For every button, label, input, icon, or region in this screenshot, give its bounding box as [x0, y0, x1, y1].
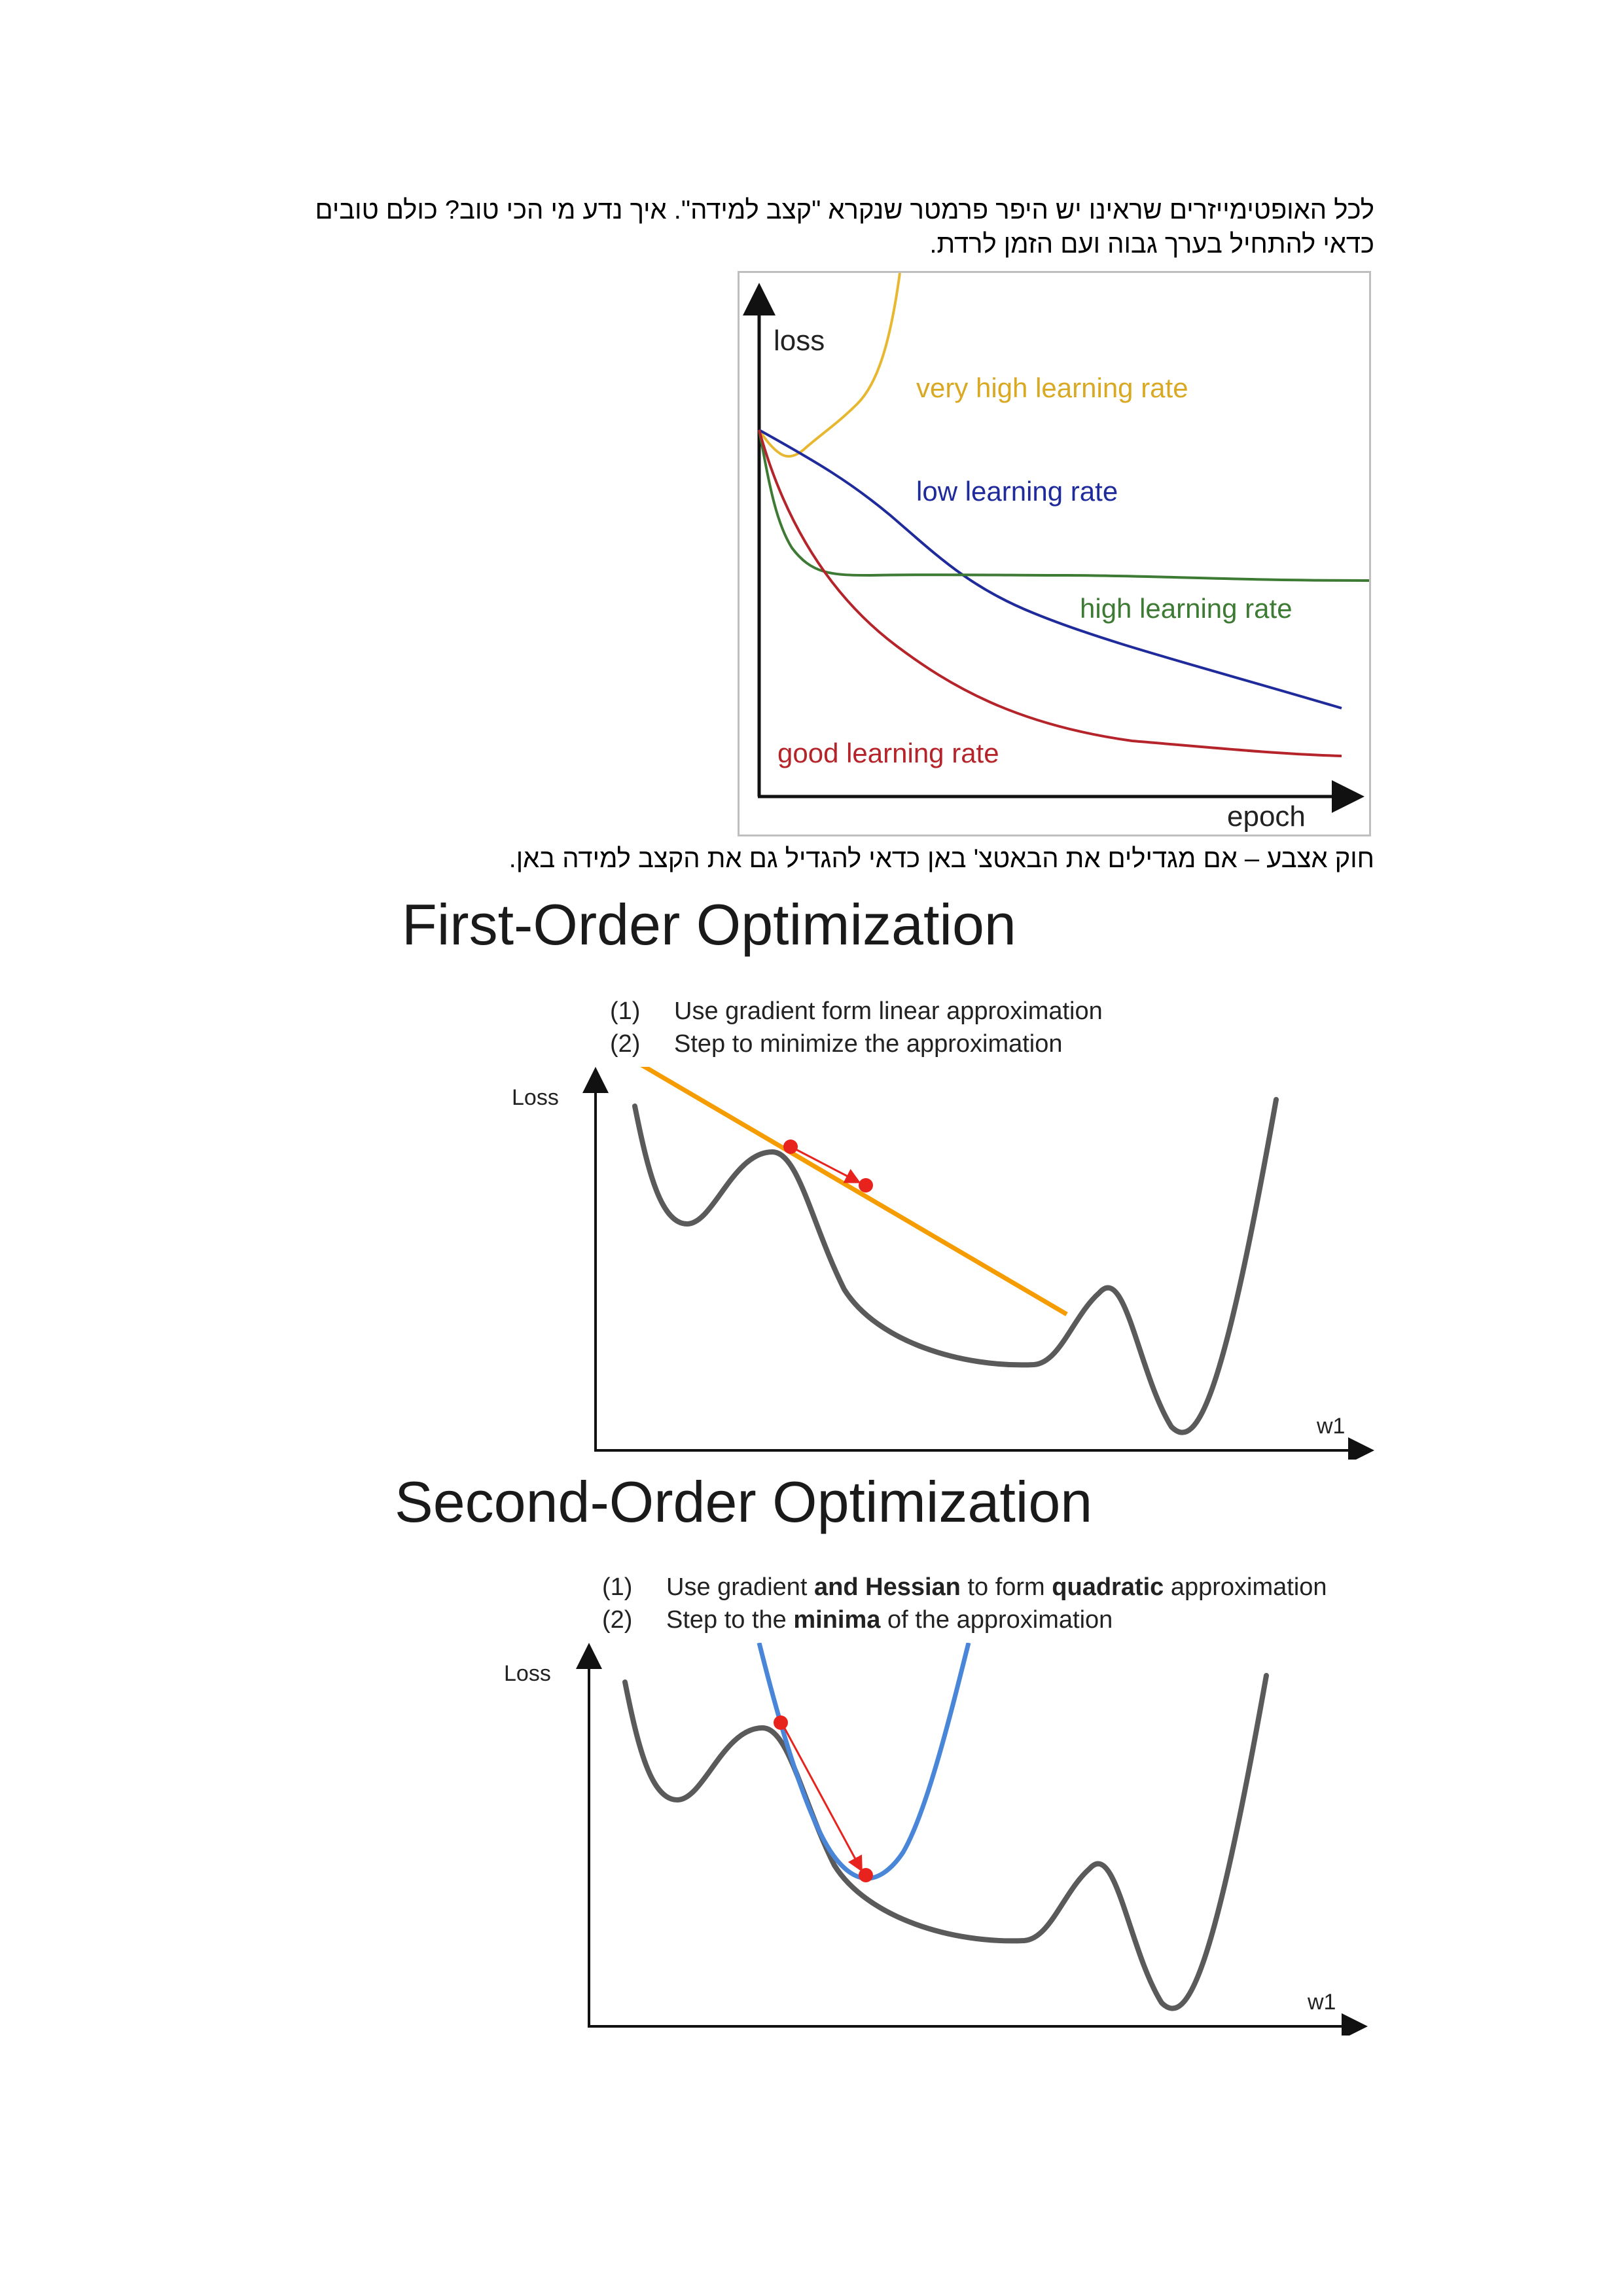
first-order-x-label: w1	[1316, 1414, 1345, 1439]
second-order-end-point	[859, 1868, 873, 1882]
first-order-step-1: (1) Use gradient form linear approximatio…	[610, 997, 1103, 1025]
low-lr-curve	[758, 429, 1342, 709]
low-lr-label: low learning rate	[916, 476, 1118, 507]
lr-y-label: loss	[774, 325, 825, 357]
second-order-x-label: w1	[1307, 1990, 1336, 2015]
good-lr-curve	[758, 429, 1342, 757]
second-order-y-label: Loss	[504, 1661, 551, 1686]
high-lr-curve	[758, 429, 1369, 582]
very-high-lr-label: very high learning rate	[916, 372, 1188, 403]
learning-rate-plot: loss epoch very high learning rate low l…	[743, 273, 1369, 833]
second-order-step-arrow	[782, 1725, 863, 1873]
good-lr-label: good learning rate	[777, 738, 999, 768]
quadratic-approximation-curve	[757, 1643, 971, 1881]
second-order-loss-curve	[622, 1673, 1269, 2011]
first-order-step-2: (2) Step to minimize the approximation	[610, 1030, 1063, 1058]
first-order-start-point	[783, 1139, 798, 1154]
intro-paragraph: לכל האופטימייזרים שראינו יש היפר פרמטר ש…	[315, 196, 1374, 259]
second-order-plot: Loss w1	[504, 1643, 1368, 2036]
high-lr-label: high learning rate	[1080, 593, 1293, 624]
first-order-y-label: Loss	[512, 1085, 559, 1110]
first-order-steps: (1) Use gradient form linear approximatio…	[610, 995, 1103, 1060]
second-order-step-1: (1) Use gradient and Hessian to form quad…	[602, 1573, 1327, 1601]
first-order-plot: Loss w1	[512, 1067, 1374, 1460]
second-order-steps: (1) Use gradient and Hessian to form quad…	[602, 1571, 1327, 1636]
first-order-end-point	[859, 1178, 873, 1193]
first-order-step-arrow	[794, 1147, 861, 1183]
first-order-loss-curve	[632, 1097, 1279, 1435]
second-order-title: Second-Order Optimization	[395, 1469, 1093, 1534]
rule-of-thumb-paragraph: חוק אצבע – אם מגדילים את הבאטצ' באן כדאי…	[508, 844, 1374, 873]
second-order-step-2: (2) Step to the minima of the approximati…	[602, 1606, 1113, 1634]
lr-x-label: epoch	[1227, 800, 1306, 833]
linear-approximation-line	[640, 1067, 1068, 1317]
second-order-start-point	[774, 1715, 788, 1730]
very-high-lr-curve	[758, 273, 901, 458]
first-order-title: First-Order Optimization	[402, 892, 1016, 957]
learning-rate-chart: loss epoch very high learning rate low l…	[738, 271, 1371, 836]
